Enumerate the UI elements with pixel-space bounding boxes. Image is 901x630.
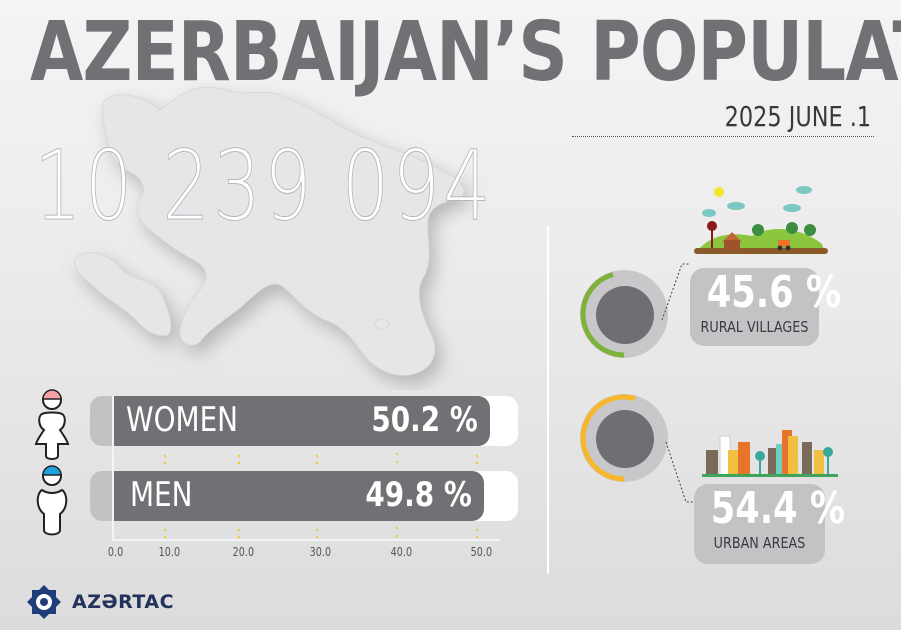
azertac-emblem-icon <box>27 585 61 619</box>
brand-logo[interactable]: AZƏRTAC <box>24 582 174 622</box>
date-label: 2025 JUNE .1 <box>724 100 871 133</box>
urban-label: URBAN AREAS <box>713 534 806 552</box>
azerbaijan-map-icon <box>74 86 465 376</box>
women-label: WOMEN <box>126 400 239 440</box>
rural-stat-box: 45.6 % RURAL VILLAGES <box>690 268 841 346</box>
urban-donut-chart <box>580 394 668 482</box>
men-label: MEN <box>130 475 193 515</box>
x-tick: 40.0 <box>390 545 413 559</box>
total-population: 10 239 094 <box>34 130 494 242</box>
urban-stat-box: 54.4 % URBAN AREAS <box>694 484 845 564</box>
y-axis <box>112 396 114 540</box>
woman-icon <box>34 389 70 460</box>
men-value: 49.8 % <box>365 475 472 515</box>
rural-label: RURAL VILLAGES <box>700 318 809 336</box>
x-tick: 20.0 <box>232 545 255 559</box>
page-title: AZERBAIJAN’S POPULATION <box>30 5 901 100</box>
rural-connector-line <box>661 263 690 321</box>
urban-value: 54.4 % <box>710 483 846 534</box>
x-axis <box>112 539 500 541</box>
urban-city-icon <box>702 430 838 477</box>
x-tick: 50.0 <box>470 545 493 559</box>
x-tick: 0.0 <box>107 545 124 559</box>
rural-value: 45.6 % <box>706 267 842 318</box>
rural-village-icon <box>694 186 828 254</box>
x-tick: 30.0 <box>309 545 332 559</box>
date-divider <box>572 136 874 137</box>
brand-name: AZƏRTAC <box>72 591 175 613</box>
women-value: 50.2 % <box>371 400 478 440</box>
women-bar: WOMEN 50.2 % <box>114 396 490 446</box>
urban-connector-line <box>665 441 704 503</box>
men-bar: MEN 49.8 % <box>114 471 484 521</box>
x-tick: 10.0 <box>158 545 181 559</box>
vertical-divider <box>547 226 549 574</box>
man-icon <box>36 465 68 536</box>
rural-donut-chart <box>580 270 668 358</box>
